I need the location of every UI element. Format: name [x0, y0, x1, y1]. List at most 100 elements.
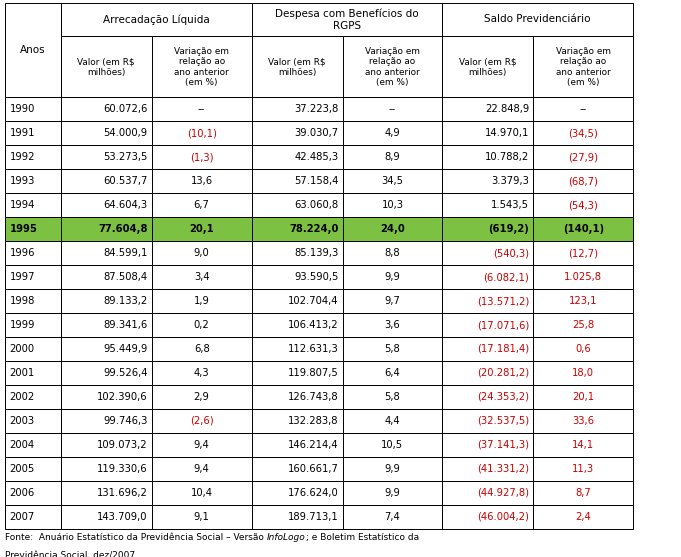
Text: 7,4: 7,4 [385, 512, 400, 521]
Text: 9,1: 9,1 [193, 512, 210, 521]
Bar [5, 409, 61, 433]
Bar [61, 505, 152, 529]
Bar [251, 36, 343, 97]
Bar [443, 3, 633, 36]
Text: 8,7: 8,7 [575, 488, 591, 497]
Text: 106.413,2: 106.413,2 [288, 320, 338, 330]
Text: 25,8: 25,8 [572, 320, 595, 330]
Bar [5, 265, 61, 289]
Text: 9,9: 9,9 [385, 488, 400, 497]
Text: 143.709,0: 143.709,0 [97, 512, 148, 521]
Text: Arrecadação Líquida: Arrecadação Líquida [103, 14, 210, 25]
Bar [61, 3, 251, 36]
Text: (46.004,2): (46.004,2) [477, 512, 529, 521]
Text: 9,9: 9,9 [385, 272, 400, 282]
Bar [533, 241, 633, 265]
Text: 2004: 2004 [10, 440, 35, 449]
Text: 119.807,5: 119.807,5 [287, 368, 338, 378]
Bar [5, 457, 61, 481]
Bar [343, 289, 443, 313]
Text: 189.713,1: 189.713,1 [287, 512, 338, 521]
Text: 24,0: 24,0 [380, 224, 405, 234]
Text: 1,9: 1,9 [193, 296, 210, 306]
Text: 1994: 1994 [10, 201, 35, 210]
Bar [343, 505, 443, 529]
Text: 176.624,0: 176.624,0 [287, 488, 338, 497]
Text: 2,4: 2,4 [575, 512, 591, 521]
Bar [533, 433, 633, 457]
Bar [152, 289, 251, 313]
Text: 78.224,0: 78.224,0 [289, 224, 338, 234]
Text: 39.030,7: 39.030,7 [294, 129, 338, 138]
Bar [533, 313, 633, 337]
Bar [533, 505, 633, 529]
Bar [152, 385, 251, 409]
Text: 0,2: 0,2 [194, 320, 210, 330]
Bar [5, 3, 61, 97]
Bar [443, 289, 533, 313]
Bar [343, 97, 443, 121]
Text: Valor (em R$
milhões): Valor (em R$ milhões) [268, 57, 326, 76]
Text: 84.599,1: 84.599,1 [104, 248, 148, 258]
Bar [5, 241, 61, 265]
Text: (140,1): (140,1) [563, 224, 604, 234]
Bar [61, 121, 152, 145]
Bar [533, 337, 633, 361]
Text: 54.000,9: 54.000,9 [104, 129, 148, 138]
Bar [443, 265, 533, 289]
Text: (17.071,6): (17.071,6) [477, 320, 529, 330]
Bar [343, 313, 443, 337]
Text: (32.537,5): (32.537,5) [477, 416, 529, 426]
Text: 33,6: 33,6 [572, 416, 595, 426]
Bar [533, 217, 633, 241]
Text: 20,1: 20,1 [572, 392, 595, 402]
Text: 8,9: 8,9 [385, 153, 400, 162]
Bar [152, 457, 251, 481]
Bar [533, 265, 633, 289]
Text: 3.379,3: 3.379,3 [492, 177, 529, 186]
Text: Despesa com Benefícios do
RGPS: Despesa com Benefícios do RGPS [275, 8, 419, 31]
Bar [443, 193, 533, 217]
Text: Anos: Anos [20, 45, 46, 55]
Bar [251, 385, 343, 409]
Text: 9,4: 9,4 [194, 440, 210, 449]
Bar [5, 193, 61, 217]
Text: 1996: 1996 [10, 248, 35, 258]
Bar [443, 481, 533, 505]
Bar [5, 289, 61, 313]
Text: 87.508,4: 87.508,4 [104, 272, 148, 282]
Bar [533, 121, 633, 145]
Text: 37.223,8: 37.223,8 [294, 105, 338, 114]
Text: (1,3): (1,3) [190, 153, 213, 162]
Text: 14.970,1: 14.970,1 [485, 129, 529, 138]
Bar [251, 97, 343, 121]
Text: 2007: 2007 [10, 512, 35, 521]
Text: 1995: 1995 [10, 224, 37, 234]
Bar [443, 97, 533, 121]
Text: 22.848,9: 22.848,9 [485, 105, 529, 114]
Bar [5, 385, 61, 409]
Text: 10,4: 10,4 [191, 488, 212, 497]
Bar [5, 481, 61, 505]
Text: Fonte:  Anuário Estatístico da Previdência Social – Versão: Fonte: Anuário Estatístico da Previdênci… [5, 533, 267, 542]
Text: 99.746,3: 99.746,3 [104, 416, 148, 426]
Text: 85.139,3: 85.139,3 [294, 248, 338, 258]
Text: Valor (em R$
milhões): Valor (em R$ milhões) [78, 57, 135, 76]
Bar [5, 433, 61, 457]
Text: 5,8: 5,8 [385, 392, 400, 402]
Text: Valor (em R$
milhões): Valor (em R$ milhões) [459, 57, 517, 76]
Bar [343, 361, 443, 385]
Bar [251, 481, 343, 505]
Bar [251, 289, 343, 313]
Text: 1991: 1991 [10, 129, 35, 138]
Bar [251, 3, 443, 36]
Bar [533, 361, 633, 385]
Text: ; e Boletim Estatístico da: ; e Boletim Estatístico da [306, 533, 419, 542]
Text: 64.604,3: 64.604,3 [104, 201, 148, 210]
Bar [443, 121, 533, 145]
Bar [152, 121, 251, 145]
Text: 1999: 1999 [10, 320, 35, 330]
Bar [61, 217, 152, 241]
Text: 9,0: 9,0 [194, 248, 210, 258]
Bar [251, 265, 343, 289]
